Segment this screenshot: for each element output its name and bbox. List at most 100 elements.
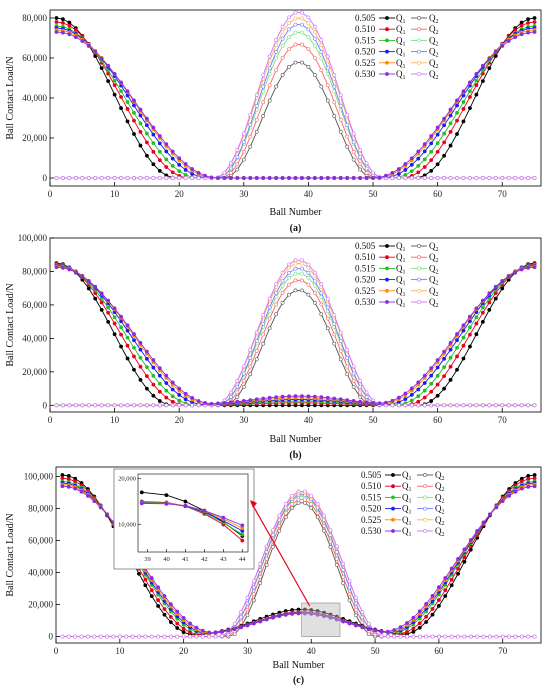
data-point-q2	[264, 556, 269, 561]
data-point-q1	[145, 356, 149, 361]
data-point-q1	[112, 72, 117, 76]
data-point-q1	[183, 397, 188, 402]
x-tick-label: 0	[48, 415, 53, 425]
data-point-q1	[112, 321, 117, 326]
panel-caption: (c)	[293, 675, 304, 686]
data-point-q2	[86, 634, 90, 639]
data-point-q1	[132, 367, 136, 372]
data-point-q1	[151, 132, 156, 137]
data-point-q2	[287, 35, 291, 40]
data-point-q2	[280, 283, 285, 288]
data-point-q2	[493, 403, 498, 408]
data-point-q2	[290, 505, 295, 510]
data-point-q1	[138, 364, 143, 369]
data-point-q2	[54, 176, 59, 180]
data-point-q2	[287, 47, 291, 52]
data-point-q1	[480, 298, 485, 303]
data-point-q2	[360, 615, 365, 620]
data-point-q2	[287, 27, 291, 32]
data-point-q1	[462, 559, 467, 564]
data-point-q2	[461, 403, 466, 408]
data-point-q1	[196, 170, 201, 175]
data-point-q2	[293, 60, 298, 65]
data-point-q2	[296, 489, 301, 494]
series-line-q1-0.530	[56, 266, 535, 405]
data-point-q2	[254, 330, 259, 335]
data-point-q1	[474, 78, 479, 83]
data-point-q2	[435, 176, 440, 180]
data-point-q1	[429, 168, 434, 173]
data-point-q1	[405, 629, 409, 634]
data-point-q1	[455, 354, 459, 359]
data-point-q2	[332, 321, 337, 326]
data-point-q1	[474, 315, 479, 320]
data-point-q2	[248, 112, 253, 117]
data-point-q2	[519, 176, 524, 180]
zoom-region-highlight	[301, 602, 341, 637]
data-point-q1	[325, 395, 330, 400]
y-tick-label: 20,000	[28, 600, 53, 610]
data-point-q2	[280, 36, 285, 41]
data-point-q1	[112, 78, 117, 83]
data-point-q2	[274, 68, 279, 73]
data-point-q1	[190, 167, 195, 171]
data-point-q2	[235, 390, 240, 395]
data-point-q1	[455, 332, 459, 336]
data-point-q1	[125, 335, 130, 340]
legend-marker-q2	[417, 38, 421, 43]
data-point-q2	[345, 348, 350, 352]
data-point-q1	[177, 156, 182, 161]
data-point-q1	[455, 367, 459, 372]
data-point-q2	[392, 634, 397, 639]
series-line-q1-0.520	[56, 265, 535, 406]
data-point-q1	[125, 323, 130, 328]
data-point-q2	[345, 144, 350, 149]
data-point-q2	[341, 574, 346, 579]
data-point-q2	[332, 84, 337, 89]
data-point-q2	[168, 634, 173, 639]
data-point-q2	[261, 84, 266, 89]
data-point-q2	[319, 291, 324, 295]
data-point-q1	[99, 56, 104, 61]
legend-marker-q1	[385, 300, 389, 304]
legend-marker-q1	[385, 266, 389, 271]
data-point-q2	[293, 261, 298, 266]
data-point-q1	[341, 619, 346, 624]
data-point-q2	[300, 42, 304, 47]
data-point-q2	[398, 634, 403, 639]
legend-label-q1: Q1	[396, 286, 406, 298]
data-point-q2	[296, 500, 301, 505]
data-point-q1	[416, 399, 421, 404]
data-point-q1	[487, 291, 492, 296]
data-point-q1	[168, 615, 173, 619]
data-point-q2	[306, 15, 311, 20]
data-point-q1	[151, 393, 156, 398]
data-point-q2	[207, 634, 212, 639]
data-point-q1	[220, 629, 224, 634]
data-point-q2	[405, 634, 409, 639]
data-point-q2	[241, 149, 246, 154]
data-point-q1	[119, 325, 123, 330]
data-point-q1	[106, 310, 111, 315]
data-point-q2	[287, 275, 291, 280]
data-point-q2	[79, 634, 84, 639]
series-line-q1-0.525	[56, 29, 535, 179]
data-point-q2	[385, 634, 390, 639]
data-point-q2	[99, 403, 104, 408]
data-point-q2	[345, 112, 350, 117]
data-point-q1	[532, 473, 537, 477]
data-point-q1	[293, 394, 298, 399]
data-point-q1	[60, 484, 65, 489]
data-point-q2	[137, 634, 141, 639]
data-point-q2	[300, 10, 304, 15]
data-point-q2	[280, 30, 285, 35]
data-point-q1	[67, 20, 72, 25]
data-point-q2	[325, 83, 330, 88]
data-point-q2	[345, 356, 350, 360]
data-point-q1	[417, 621, 422, 626]
data-point-q1	[175, 626, 180, 630]
data-point-q1	[93, 49, 98, 54]
data-point-q1	[188, 621, 192, 626]
x-axis-label: Ball Number	[270, 207, 323, 218]
data-point-q1	[526, 17, 530, 22]
